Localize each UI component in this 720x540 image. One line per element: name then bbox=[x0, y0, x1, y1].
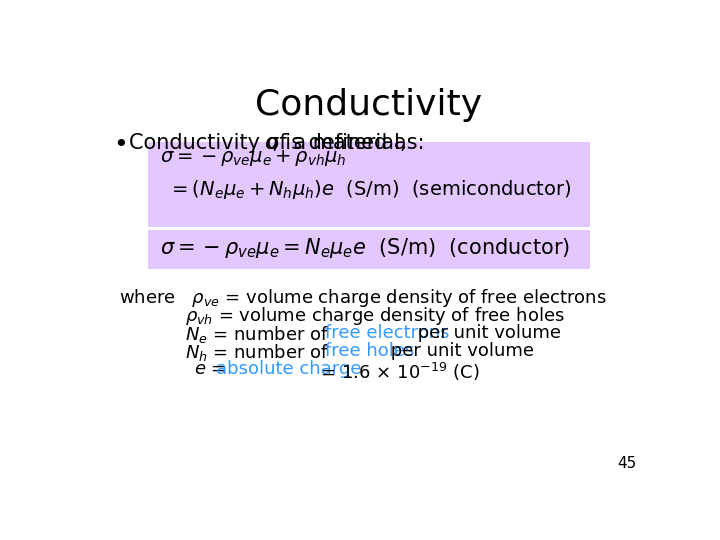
Text: $\sigma = -\rho_{ve}\mu_e + \rho_{vh}\mu_h$: $\sigma = -\rho_{ve}\mu_e + \rho_{vh}\mu… bbox=[160, 148, 346, 168]
Text: $\sigma = -\rho_{ve}\mu_e = N_e\mu_e e$  (S/m)  (conductor): $\sigma = -\rho_{ve}\mu_e = N_e\mu_e e$ … bbox=[160, 236, 570, 260]
Text: $\rho_{vh}$ = volume charge density of free holes: $\rho_{vh}$ = volume charge density of f… bbox=[185, 305, 565, 327]
Text: Conductivity: Conductivity bbox=[256, 88, 482, 122]
Text: Conductivity of a material,: Conductivity of a material, bbox=[129, 132, 413, 153]
Text: where   $\rho_{ve}$ = volume charge density of free electrons: where $\rho_{ve}$ = volume charge densit… bbox=[120, 287, 607, 308]
Text: per unit volume: per unit volume bbox=[385, 342, 534, 360]
Text: = 1.6 × 10$^{-19}$ (C): = 1.6 × 10$^{-19}$ (C) bbox=[315, 361, 480, 382]
Text: , is defined as:: , is defined as: bbox=[272, 132, 425, 153]
Text: free electrons: free electrons bbox=[325, 323, 449, 341]
FancyBboxPatch shape bbox=[148, 142, 590, 226]
Text: 45: 45 bbox=[617, 456, 636, 471]
Text: $N_h$ = number of: $N_h$ = number of bbox=[185, 342, 330, 363]
Text: σ: σ bbox=[264, 132, 278, 153]
Text: •: • bbox=[113, 132, 128, 157]
Text: absolute charge: absolute charge bbox=[216, 361, 361, 379]
Text: $N_e$ = number of: $N_e$ = number of bbox=[185, 323, 329, 345]
Text: free holes: free holes bbox=[325, 342, 414, 360]
Text: $e$ =: $e$ = bbox=[194, 361, 228, 379]
Text: per unit volume: per unit volume bbox=[413, 323, 562, 341]
FancyBboxPatch shape bbox=[148, 231, 590, 269]
Text: $= (N_e\mu_e + N_h\mu_h)e$  (S/m)  (semiconductor): $= (N_e\mu_e + N_h\mu_h)e$ (S/m) (semico… bbox=[168, 178, 571, 201]
